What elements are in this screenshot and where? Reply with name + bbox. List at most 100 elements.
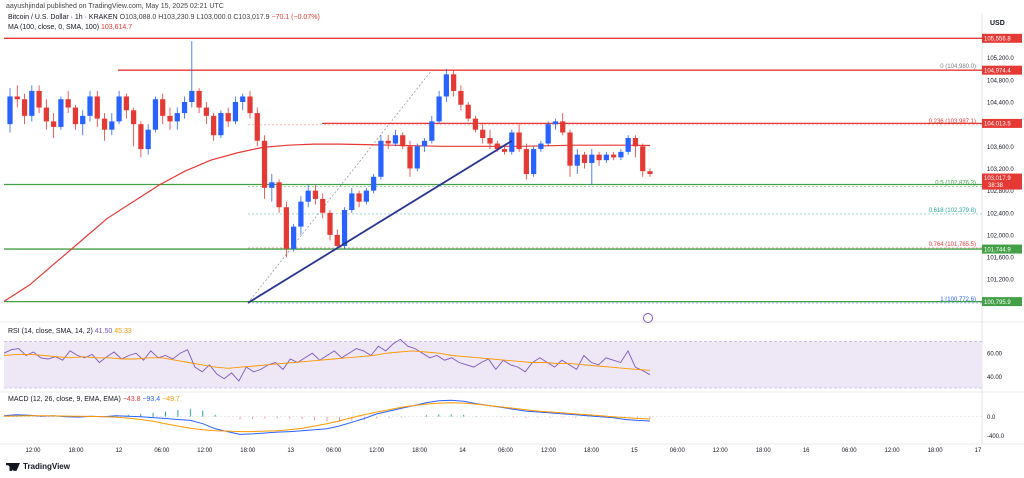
x-tick-label: 06:00 bbox=[154, 448, 170, 454]
x-tick-label: 18:00 bbox=[68, 448, 84, 454]
y-tick-label: 104,400.0 bbox=[987, 101, 1014, 107]
candle-body bbox=[603, 154, 609, 161]
candle-body bbox=[472, 118, 479, 130]
tradingview-logo[interactable]: TradingView bbox=[6, 462, 70, 471]
candle-body bbox=[123, 96, 129, 111]
y-tick-label: 102,000.0 bbox=[987, 233, 1014, 239]
candle-body bbox=[545, 124, 551, 144]
currency-label: USD bbox=[990, 20, 1005, 27]
fib-label: 0.5 (102,876.3) bbox=[935, 180, 976, 186]
candle-body bbox=[632, 138, 639, 147]
x-tick-label: 12:00 bbox=[885, 448, 901, 454]
candle-body bbox=[647, 171, 653, 174]
candle-body bbox=[443, 74, 449, 97]
level-tag-label: 104,013.5 bbox=[984, 122, 1011, 128]
x-tick-label: 13 bbox=[287, 448, 294, 454]
candle-body bbox=[29, 90, 35, 116]
x-tick-label: 18:00 bbox=[928, 448, 944, 454]
candle-body bbox=[516, 132, 522, 150]
candle-body bbox=[218, 113, 224, 136]
candle-body bbox=[152, 99, 159, 130]
x-tick-label: 12 bbox=[116, 448, 123, 454]
candle-body bbox=[574, 154, 580, 166]
brand-label: TradingView bbox=[23, 462, 70, 471]
candle-body bbox=[131, 110, 137, 125]
y-tick-label: 103,200.0 bbox=[987, 167, 1014, 173]
candle-body bbox=[116, 96, 122, 122]
candle-body bbox=[254, 113, 260, 141]
candle-body bbox=[174, 113, 180, 122]
candle-body bbox=[436, 96, 442, 122]
candle-body bbox=[458, 90, 464, 105]
candle-body bbox=[429, 121, 435, 141]
level-tag-label: 101,744.9 bbox=[984, 247, 1011, 253]
change-value: −70.1 (−0.07%) bbox=[271, 14, 320, 21]
macd-hist-value: −43.8 bbox=[122, 396, 141, 403]
candle-body bbox=[334, 234, 340, 246]
tradingview-logo-icon bbox=[6, 462, 20, 471]
candle-body bbox=[283, 207, 289, 249]
rsi-value: 41.50 bbox=[94, 328, 113, 335]
candle-body bbox=[625, 138, 631, 152]
candle-body bbox=[611, 154, 617, 158]
candle-body bbox=[465, 104, 471, 119]
y-tick-label: 103,600.0 bbox=[987, 145, 1014, 151]
fib-label: 0.236 (103,987.1) bbox=[929, 119, 976, 125]
candle-body bbox=[538, 143, 544, 150]
fib-label: 0.618 (102,379.8) bbox=[929, 208, 976, 214]
candle-body bbox=[261, 140, 268, 188]
candle-body bbox=[211, 115, 217, 136]
candle-body bbox=[421, 140, 428, 147]
macd-line bbox=[3, 399, 651, 435]
y-tick-label: 102,400.0 bbox=[987, 211, 1014, 217]
candle-body bbox=[87, 96, 93, 116]
macd-value: −93.4 bbox=[142, 396, 161, 403]
candle-body bbox=[232, 102, 239, 122]
candle-body bbox=[320, 198, 326, 213]
ma-label: MA (100, close, 0, SMA, 100) bbox=[8, 24, 100, 31]
candle-body bbox=[371, 176, 377, 191]
candle-body bbox=[581, 154, 588, 163]
candle-body bbox=[298, 201, 304, 227]
macd-tick-label: 0.0 bbox=[987, 415, 996, 421]
rsi-tick-label: 60.00 bbox=[987, 352, 1003, 358]
candle-body bbox=[189, 90, 195, 102]
low-value: L103,000.0 bbox=[196, 14, 232, 21]
x-tick-label: 12:00 bbox=[25, 448, 41, 454]
price-tag-label: 103,017.9 bbox=[984, 176, 1011, 182]
x-tick-label: 06:00 bbox=[670, 448, 686, 454]
candle-body bbox=[7, 96, 13, 125]
candle-body bbox=[523, 149, 529, 174]
candle-body bbox=[356, 193, 362, 202]
candle-body bbox=[487, 138, 493, 144]
fib-anchor-line bbox=[247, 69, 433, 304]
macd-label: MACD (12, 26, close, 9, EMA, EMA) bbox=[8, 396, 121, 403]
x-tick-label: 12:00 bbox=[197, 448, 213, 454]
candle-body bbox=[596, 154, 602, 161]
x-tick-label: 06:00 bbox=[842, 448, 858, 454]
rsi-ma-line bbox=[3, 350, 651, 371]
x-tick-label: 06:00 bbox=[498, 448, 514, 454]
level-tag bbox=[982, 33, 1022, 43]
x-tick-label: 18:00 bbox=[412, 448, 428, 454]
price-tag bbox=[982, 173, 1022, 190]
candle-body bbox=[567, 132, 573, 166]
ma100-line bbox=[3, 143, 651, 302]
candle-body bbox=[552, 121, 559, 125]
candle-body bbox=[349, 193, 355, 210]
candle-body bbox=[501, 149, 508, 152]
open-value: O103,088.0 bbox=[119, 14, 157, 21]
candle-body bbox=[363, 190, 369, 202]
candle-body bbox=[341, 210, 348, 246]
x-tick-label: 12:00 bbox=[369, 448, 385, 454]
symbol-label: Bitcoin / U.S. Dollar · 1h · KRAKEN bbox=[8, 14, 118, 21]
y-tick-label: 104,800.0 bbox=[987, 78, 1014, 84]
candle-body bbox=[51, 121, 57, 127]
candle-body bbox=[225, 113, 231, 122]
candle-body bbox=[14, 96, 20, 100]
candle-body bbox=[589, 154, 595, 163]
fib-label: 0 (104,980.0) bbox=[940, 64, 976, 70]
candle-body bbox=[240, 96, 246, 102]
candle-body bbox=[276, 182, 282, 208]
